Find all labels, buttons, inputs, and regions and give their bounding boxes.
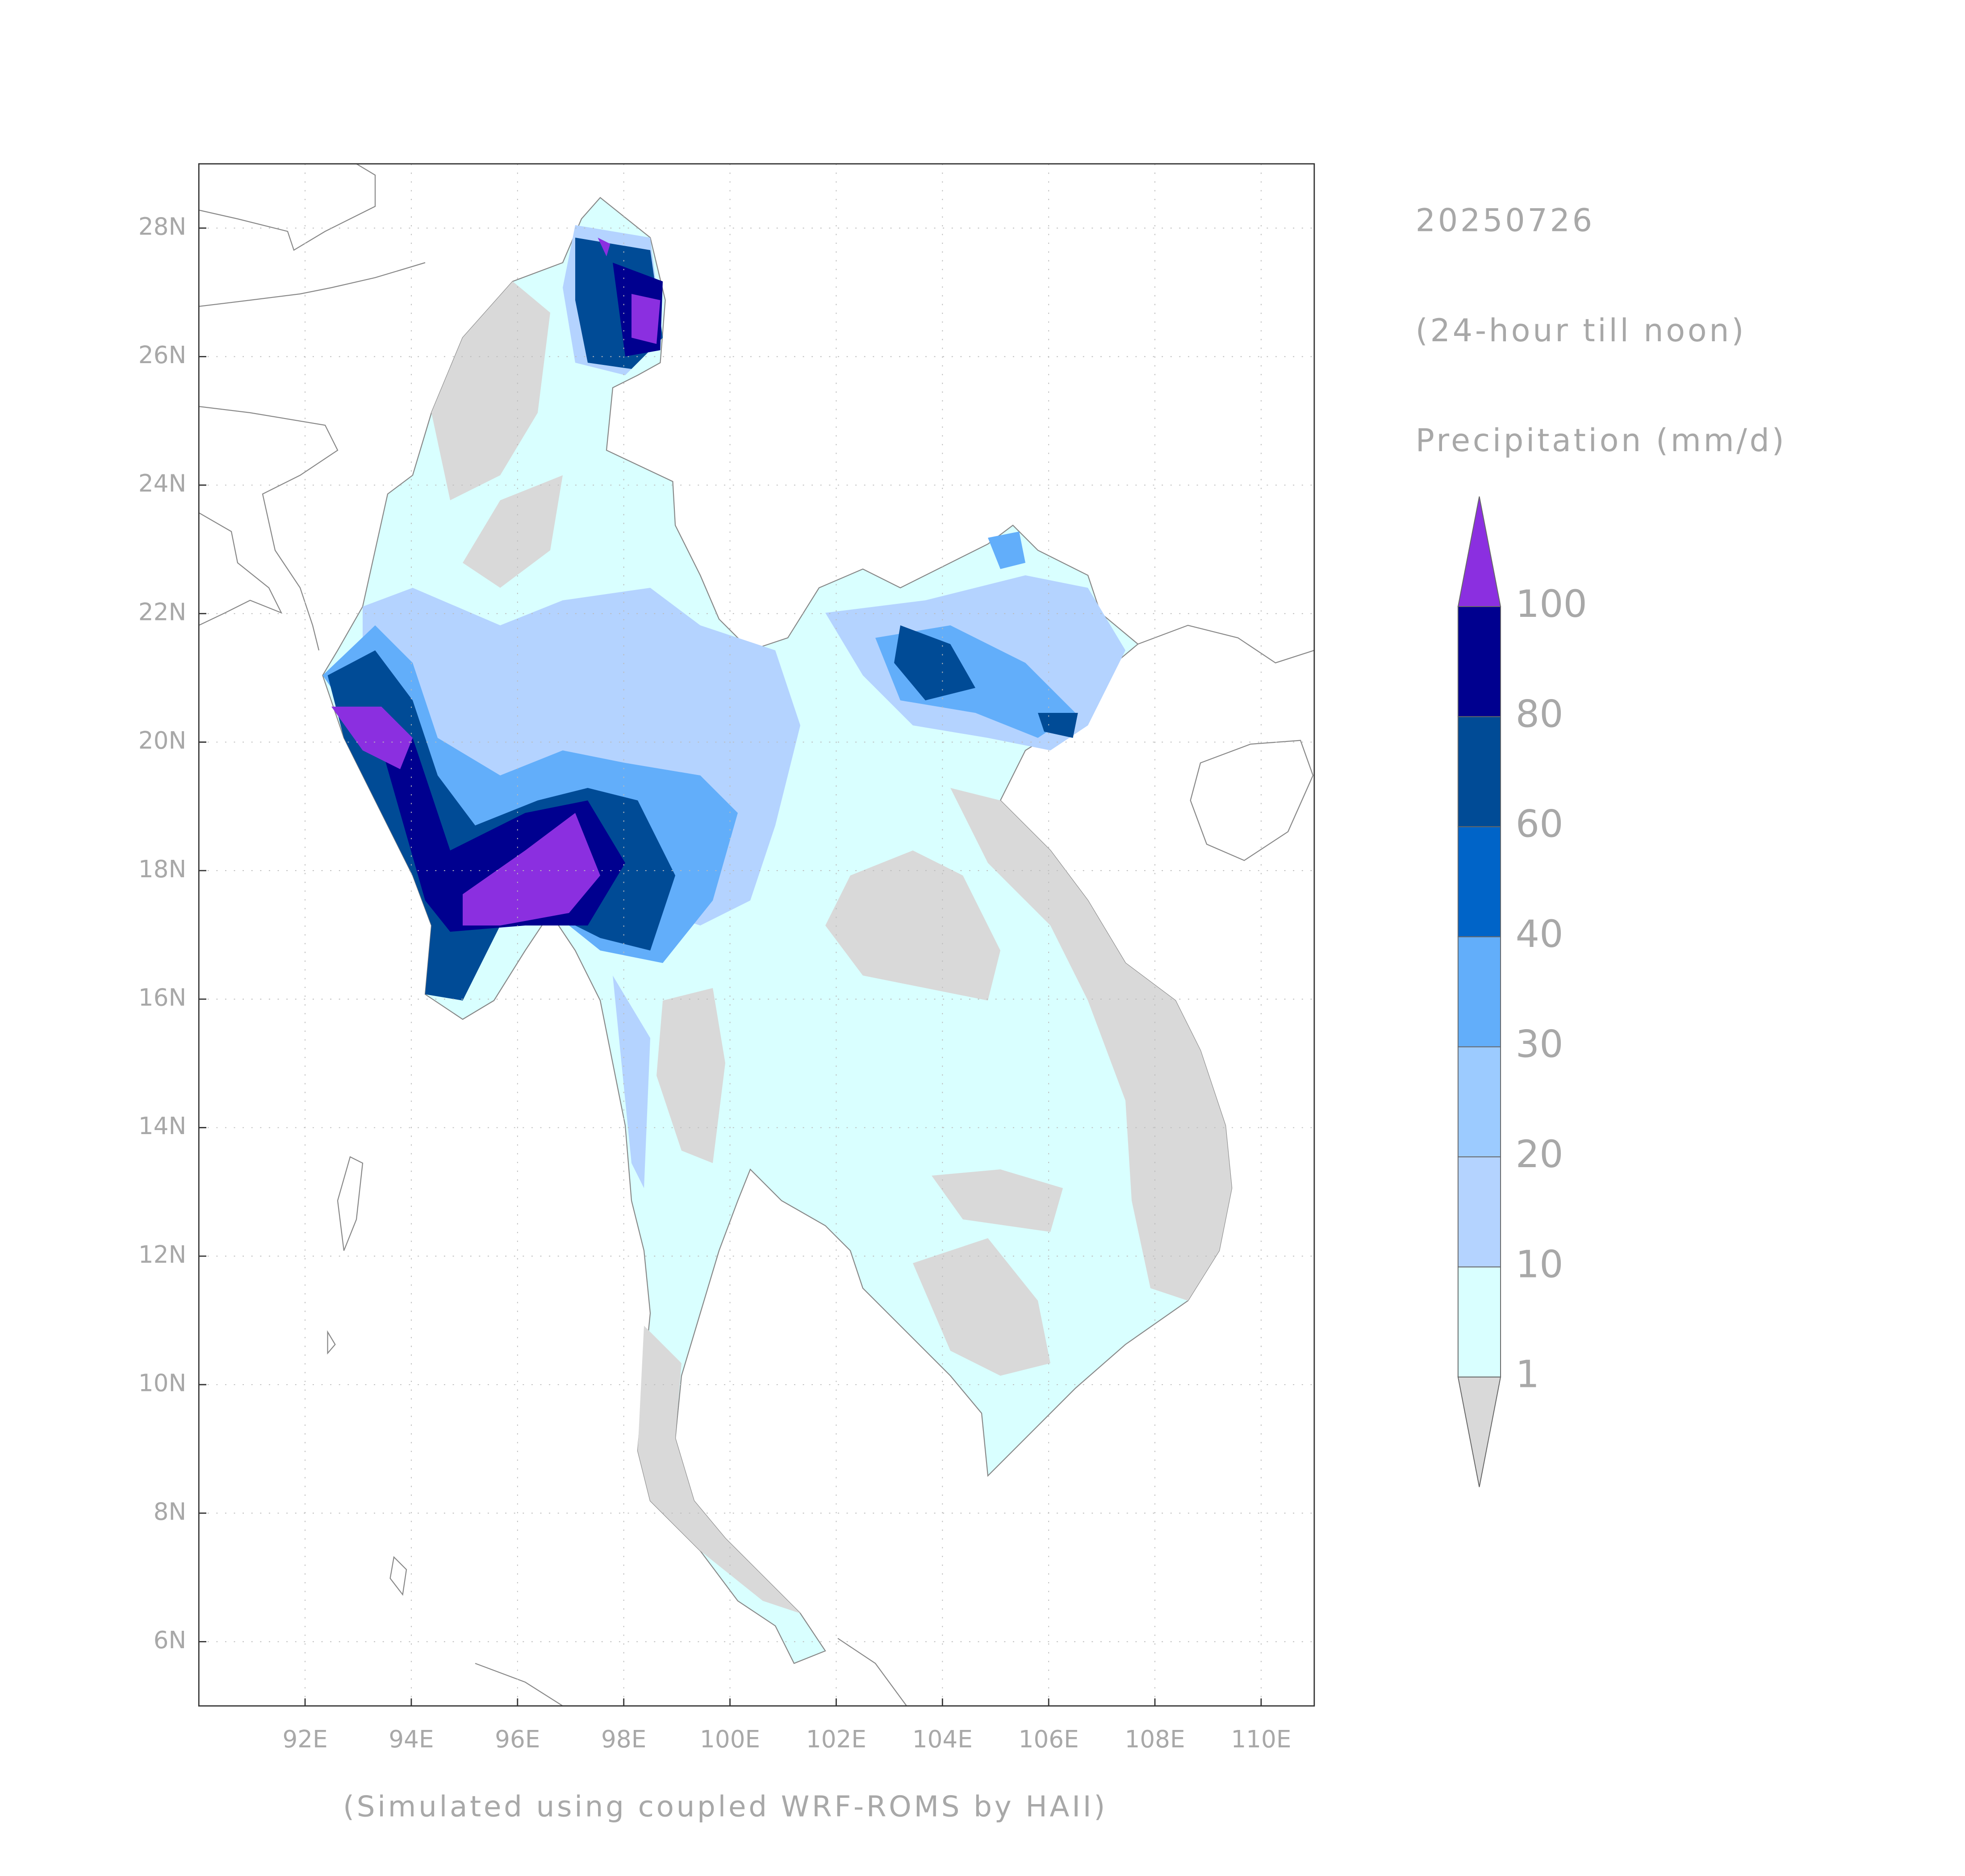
island	[337, 1156, 364, 1251]
colorbar-box	[1457, 1156, 1501, 1268]
colorbar-box	[1457, 1266, 1501, 1378]
coastline	[475, 1662, 563, 1706]
island	[1190, 740, 1314, 861]
y-tick-label: 28N	[138, 213, 186, 240]
coastline	[1137, 624, 1314, 664]
y-tick-label: 20N	[138, 727, 186, 754]
colorbar-label: 30	[1516, 1022, 1564, 1066]
colorbar-box	[1457, 936, 1501, 1047]
colorbar-label: 1	[1516, 1353, 1539, 1396]
colorbar-box	[1457, 606, 1501, 717]
y-tick-label: 18N	[138, 855, 186, 883]
y-tick-label: 14N	[138, 1112, 186, 1140]
period: (24-hour till noon)	[1416, 312, 1746, 349]
colorbar-box	[1457, 1046, 1501, 1157]
x-tick-label: 108E	[1125, 1725, 1185, 1753]
y-tick-label: 6N	[154, 1626, 187, 1654]
coastline	[199, 406, 339, 651]
land	[199, 163, 1314, 1706]
dry-region	[431, 281, 1232, 1613]
variable: Precipitation (mm/d)	[1416, 422, 1787, 459]
colorbar-label: 10	[1516, 1242, 1564, 1286]
y-tick-label: 16N	[138, 984, 186, 1011]
footer: (Simulated using coupled WRF-ROMS by HAI…	[343, 1790, 1108, 1823]
coastline	[199, 512, 283, 626]
y-tick-label: 24N	[138, 470, 186, 498]
x-tick-label: 104E	[912, 1725, 973, 1753]
island	[389, 1556, 407, 1596]
colorbar-label: 20	[1516, 1132, 1564, 1176]
colorbar-box	[1457, 826, 1501, 938]
colorbar-label: 80	[1516, 692, 1564, 736]
y-tick-label: 22N	[138, 598, 186, 626]
colorbar-arrow-low	[1457, 1376, 1501, 1487]
colorbar-label: 40	[1516, 912, 1564, 956]
date: 20250726	[1416, 202, 1595, 239]
x-tick-label: 92E	[282, 1725, 327, 1753]
x-tick-label: 110E	[1231, 1725, 1291, 1753]
colorbar-label: 100	[1516, 582, 1587, 626]
island	[327, 1330, 336, 1355]
map-area	[198, 163, 1315, 1707]
x-tick-label: 98E	[601, 1725, 646, 1753]
rain-over-100	[331, 238, 661, 925]
grid	[199, 163, 1314, 1706]
x-tick-label: 100E	[700, 1725, 760, 1753]
y-tick-label: 12N	[138, 1241, 186, 1269]
coastline	[837, 1638, 907, 1706]
y-tick-label: 26N	[138, 341, 186, 369]
x-tick-label: 94E	[389, 1725, 434, 1753]
coastline	[199, 163, 376, 251]
coastline	[199, 262, 426, 307]
colorbar-arrow-high	[1457, 496, 1501, 607]
y-tick-label: 8N	[154, 1498, 187, 1525]
y-tick-label: 10N	[138, 1369, 186, 1397]
colorbar-box	[1457, 716, 1501, 827]
x-tick-label: 102E	[806, 1725, 866, 1753]
x-tick-label: 106E	[1019, 1725, 1079, 1753]
x-tick-label: 96E	[495, 1725, 540, 1753]
colorbar: 1 10 20 30 40 60 80 100	[1457, 496, 1587, 1487]
map-frame	[198, 163, 1315, 1707]
colorbar-label: 60	[1516, 802, 1564, 846]
